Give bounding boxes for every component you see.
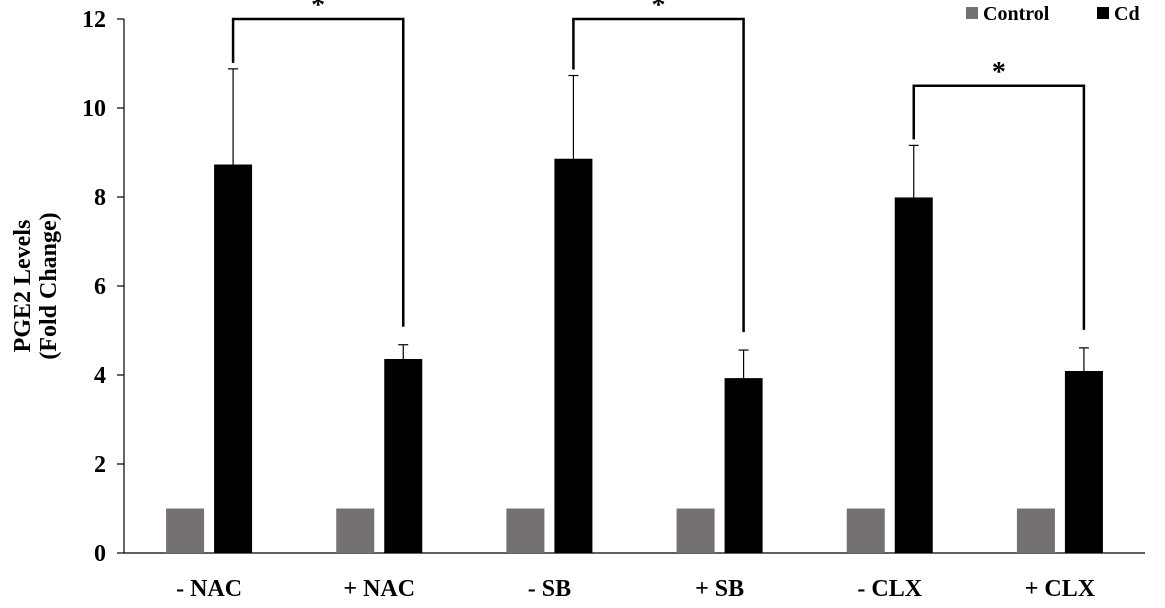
control-bar <box>846 508 885 553</box>
significance-bracket <box>572 17 745 333</box>
y-tick-label: 0 <box>94 541 106 567</box>
bars <box>166 158 1103 554</box>
y-tick-label: 2 <box>94 452 106 478</box>
category-label: + SB <box>695 576 744 602</box>
y-tick-label: 4 <box>94 363 106 389</box>
cd-bar <box>214 164 253 553</box>
category-label: - NAC <box>176 576 242 602</box>
cd-bar <box>894 197 933 553</box>
category-label: - SB <box>528 576 571 602</box>
control-bar <box>676 508 715 553</box>
y-axis-title-line: PGE2 Levels <box>10 220 36 353</box>
control-bar <box>166 508 205 553</box>
control-bar <box>1016 508 1055 553</box>
cd-bar <box>1064 370 1103 553</box>
category-label: + NAC <box>343 576 415 602</box>
legend: Control Cd <box>966 3 1140 25</box>
significance-star: * <box>311 0 325 21</box>
legend-label: Control <box>983 3 1050 25</box>
error-bars <box>228 68 1089 379</box>
y-tick-label: 8 <box>94 185 106 211</box>
legend-swatch <box>966 7 978 19</box>
control-bar <box>336 508 375 553</box>
axes <box>123 19 1145 554</box>
significance-bracket <box>231 17 405 327</box>
y-axis-title: PGE2 Levels (Fold Change) <box>10 212 62 359</box>
control-bar <box>506 508 545 553</box>
y-tick-label: 10 <box>82 96 106 122</box>
significance-star: * <box>992 57 1006 88</box>
legend-label: Cd <box>1114 3 1140 25</box>
significance-star: * <box>652 0 666 21</box>
y-ticks: 0 2 4 6 8 10 12 <box>82 7 124 567</box>
legend-swatch <box>1097 7 1109 19</box>
y-tick-label: 12 <box>82 7 106 33</box>
y-axis-title-line: (Fold Change) <box>36 212 62 359</box>
significance-bracket <box>912 84 1086 330</box>
significance-brackets: * * * <box>231 0 1086 333</box>
category-labels: - NAC + NAC - SB + SB - CLX + CLX <box>176 576 1096 602</box>
cd-bar <box>384 358 423 553</box>
cd-bar <box>554 158 593 554</box>
category-label: - CLX <box>857 576 922 602</box>
y-tick-label: 6 <box>94 274 106 300</box>
category-label: + CLX <box>1025 576 1096 602</box>
cd-bar <box>724 378 763 553</box>
